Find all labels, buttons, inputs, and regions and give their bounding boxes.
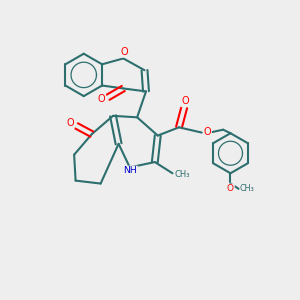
- Text: NH: NH: [124, 167, 137, 176]
- Text: O: O: [120, 47, 128, 57]
- Text: CH₃: CH₃: [175, 170, 190, 179]
- Text: O: O: [181, 96, 189, 106]
- Text: O: O: [203, 127, 211, 137]
- Text: CH₃: CH₃: [240, 184, 255, 194]
- Text: O: O: [98, 94, 105, 104]
- Text: O: O: [227, 184, 234, 194]
- Text: O: O: [66, 118, 74, 128]
